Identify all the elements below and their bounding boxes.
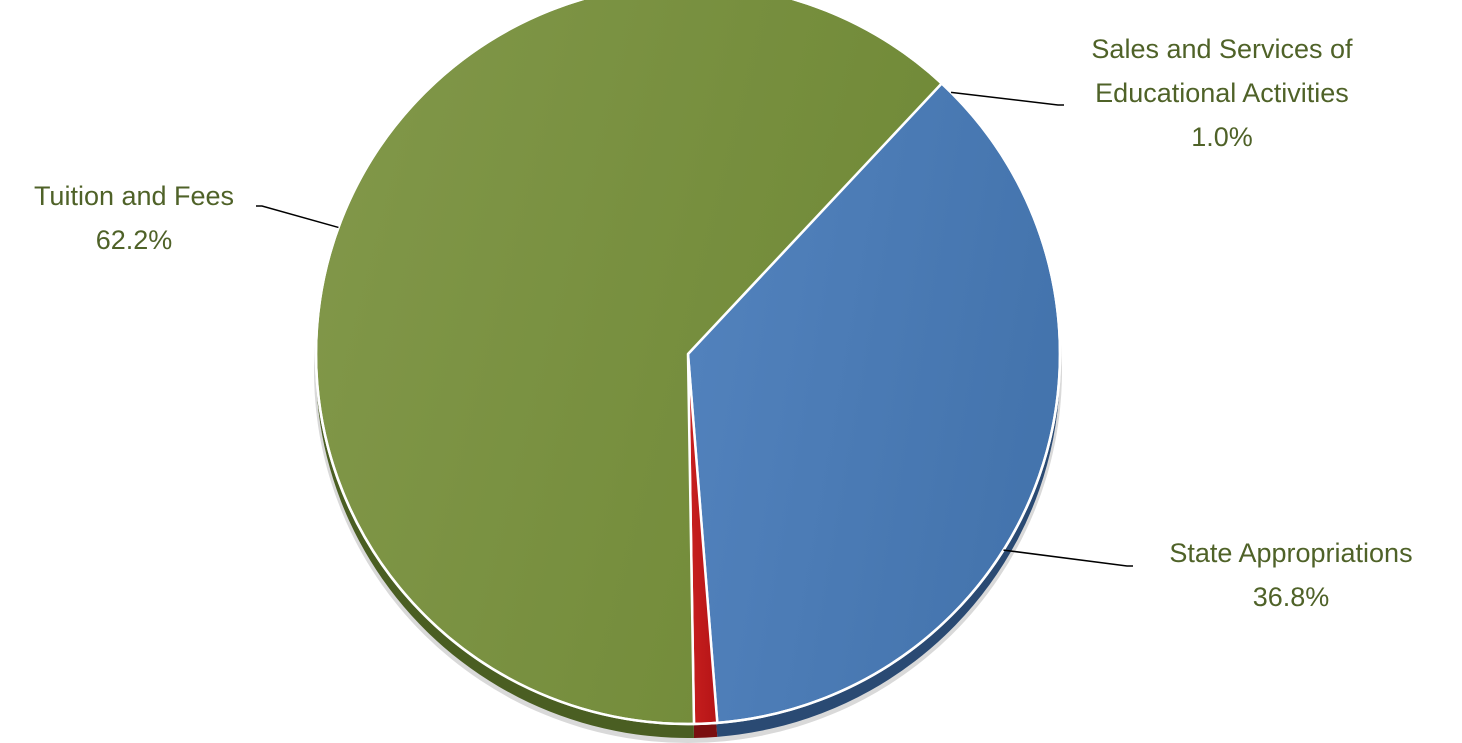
slice-value-sales-and-services-of-educational-activities: 1.0%	[1191, 122, 1253, 152]
leader-lines	[256, 91, 1133, 567]
pie-slices	[314, 0, 1062, 726]
slice-labels: State Appropriations 36.8% Sales and Servi…	[34, 34, 1413, 612]
slice-value-tuition-and-fees: 62.2%	[96, 225, 173, 255]
slice-label-sales-and-services-of-educational-activities: Educational Activities	[1095, 78, 1349, 108]
pie-rim	[314, 0, 1062, 726]
slice-label-state-appropriations: State Appropriations	[1169, 538, 1412, 568]
leader-line-sales-and-services-of-educational-activities	[950, 91, 1064, 106]
leader-line-state-appropriations	[1003, 549, 1133, 567]
slice-label-tuition-and-fees: Tuition and Fees	[34, 181, 234, 211]
slice-value-state-appropriations: 36.8%	[1253, 582, 1330, 612]
slice-label-sales-and-services-of-educational-activities: Sales and Services of	[1091, 34, 1353, 64]
leader-line-tuition-and-fees	[256, 205, 339, 229]
